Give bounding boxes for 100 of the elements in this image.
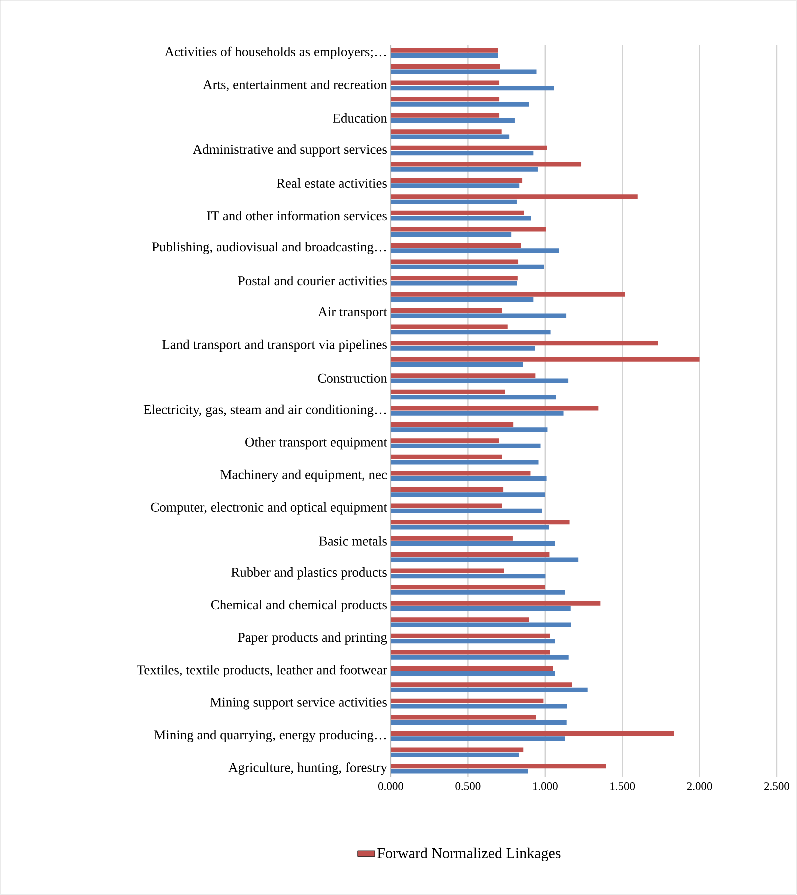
y-tick-label: Computer, electronic and optical equipment xyxy=(151,502,388,515)
bar xyxy=(390,720,567,725)
y-tick-label: Mining support service activities xyxy=(210,698,387,710)
y-tick-label: Real estate activities xyxy=(276,178,388,188)
bar xyxy=(390,422,514,427)
bar xyxy=(390,406,599,411)
bar xyxy=(390,454,502,460)
bar xyxy=(390,536,513,541)
bar xyxy=(390,520,570,525)
bar xyxy=(390,672,556,676)
bar xyxy=(390,70,537,74)
bar xyxy=(390,194,638,200)
bar xyxy=(390,541,556,546)
bar xyxy=(390,167,538,172)
bar xyxy=(390,666,554,671)
bar xyxy=(390,476,547,481)
bar xyxy=(390,134,510,140)
bar xyxy=(390,438,500,444)
bar xyxy=(390,48,498,53)
bar xyxy=(390,769,528,774)
bar xyxy=(390,688,588,692)
bar xyxy=(390,227,546,232)
bar xyxy=(390,748,524,752)
y-tick-label: Administrative and support services xyxy=(193,144,387,157)
y-tick-label: Education xyxy=(333,113,388,123)
bar xyxy=(390,260,519,264)
bar xyxy=(390,162,582,167)
bar xyxy=(390,264,544,270)
bar xyxy=(390,314,567,318)
bar xyxy=(390,606,571,612)
bar xyxy=(390,297,534,302)
y-tick-label: Chemical and chemical products xyxy=(211,600,388,612)
bar xyxy=(390,248,560,254)
bar xyxy=(390,698,544,704)
y-tick-label: Publishing, audiovisual and broadcasting… xyxy=(152,242,386,254)
bar xyxy=(390,574,546,579)
bar xyxy=(390,102,530,107)
bar xyxy=(390,601,601,606)
bar xyxy=(390,428,548,432)
y-tick-label: Mining and quarrying, energy producing… xyxy=(154,730,386,742)
bar xyxy=(390,276,518,281)
y-tick-label: Land transport and transport via pipelines xyxy=(162,340,388,352)
y-tick-label: Electricity, gas, steam and air conditioning… xyxy=(144,404,386,418)
y-tick-label: Agriculture, hunting, forestry xyxy=(228,762,388,776)
bar xyxy=(390,704,568,709)
bar xyxy=(390,64,500,70)
bar xyxy=(390,281,518,286)
bar xyxy=(390,178,523,183)
bar xyxy=(390,525,550,530)
x-tick-label: 0.500 xyxy=(456,782,481,790)
bar xyxy=(390,634,550,638)
bar xyxy=(390,508,542,514)
bar xyxy=(390,346,536,351)
x-tick-label: 2.000 xyxy=(687,782,712,790)
x-tick-label: 0.000 xyxy=(378,782,404,790)
bar xyxy=(390,146,548,150)
bar xyxy=(390,357,700,362)
y-tick-label: Air transport xyxy=(318,307,388,320)
bar xyxy=(390,731,674,736)
bar xyxy=(390,492,546,498)
x-tick-label: 2.500 xyxy=(764,782,790,790)
bar xyxy=(390,113,500,118)
bar xyxy=(390,86,554,91)
y-tick-label: Basic metals xyxy=(319,536,387,546)
bar xyxy=(390,471,531,476)
bar xyxy=(390,97,500,102)
bar xyxy=(390,618,530,622)
y-tick-label: Postal and courier activities xyxy=(238,276,388,286)
bar xyxy=(390,590,566,595)
bar xyxy=(390,568,504,574)
y-tick-label: Construction xyxy=(318,374,388,383)
bar xyxy=(390,130,502,134)
bar xyxy=(390,504,502,508)
bar xyxy=(390,324,508,330)
bar xyxy=(390,216,532,221)
bar xyxy=(390,715,536,720)
bar xyxy=(390,487,504,492)
bar xyxy=(390,395,556,400)
bar xyxy=(390,655,569,660)
bar xyxy=(390,444,541,448)
bar xyxy=(390,374,536,378)
bar xyxy=(390,552,550,558)
bar xyxy=(390,411,564,416)
bar xyxy=(390,585,546,590)
x-tick-label: 1.500 xyxy=(610,782,636,790)
bar xyxy=(390,151,534,156)
x-tick-label: 1.000 xyxy=(533,782,558,790)
bar xyxy=(390,622,572,628)
bar xyxy=(390,682,572,688)
bar xyxy=(390,184,520,188)
bar xyxy=(390,639,556,644)
bar xyxy=(390,764,606,769)
bar xyxy=(390,558,579,562)
bar xyxy=(390,210,524,216)
bar xyxy=(390,243,522,248)
legend-label: Forward Normalized Linkages xyxy=(378,848,561,862)
bar xyxy=(390,362,524,368)
bar xyxy=(390,308,502,314)
bar xyxy=(390,378,569,384)
bar xyxy=(390,736,566,742)
